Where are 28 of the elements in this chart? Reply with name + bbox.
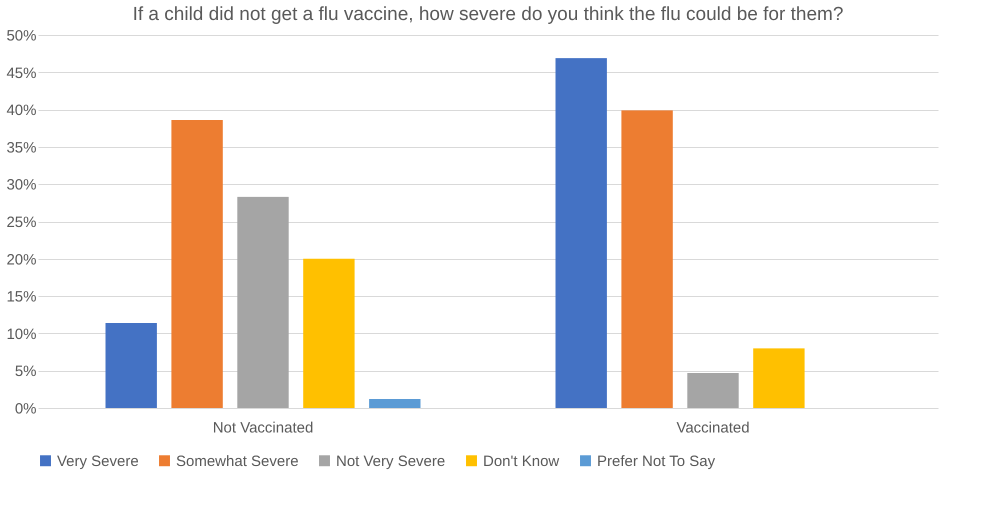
legend-label: Very Severe	[57, 452, 139, 470]
y-tick-label: 35%	[6, 139, 36, 156]
bar	[621, 110, 673, 408]
y-tick-label: 20%	[6, 251, 36, 268]
y-tick-label: 0%	[14, 400, 36, 418]
bar	[237, 196, 289, 408]
y-tick-label: 25%	[6, 214, 36, 231]
chart-title: If a child did not get a flu vaccine, how severe do you think the flu could be for them?	[132, 4, 844, 25]
x-tick-label: Not Vaccinated	[212, 420, 314, 436]
bar	[687, 372, 739, 408]
x-tick-label: Vaccinated	[676, 420, 750, 436]
y-tick-label: 50%	[6, 28, 36, 44]
bar	[753, 348, 805, 408]
y-tick-label: 40%	[6, 102, 36, 120]
bar	[171, 120, 223, 408]
bar	[556, 58, 607, 408]
bar	[106, 322, 157, 408]
legend-label: Prefer Not To Say	[597, 452, 716, 470]
bar	[369, 399, 420, 408]
y-tick-label: 45%	[6, 64, 36, 82]
legend-label: Not Very Severe	[336, 452, 446, 470]
y-tick-label: 30%	[6, 176, 36, 194]
bar	[303, 258, 355, 408]
y-tick-label: 10%	[6, 326, 36, 343]
legend-label: Somewhat Severe	[176, 452, 299, 470]
y-tick-label: 5%	[14, 363, 36, 380]
y-tick-label: 15%	[6, 288, 36, 306]
legend-label: Don't Know	[483, 452, 560, 470]
